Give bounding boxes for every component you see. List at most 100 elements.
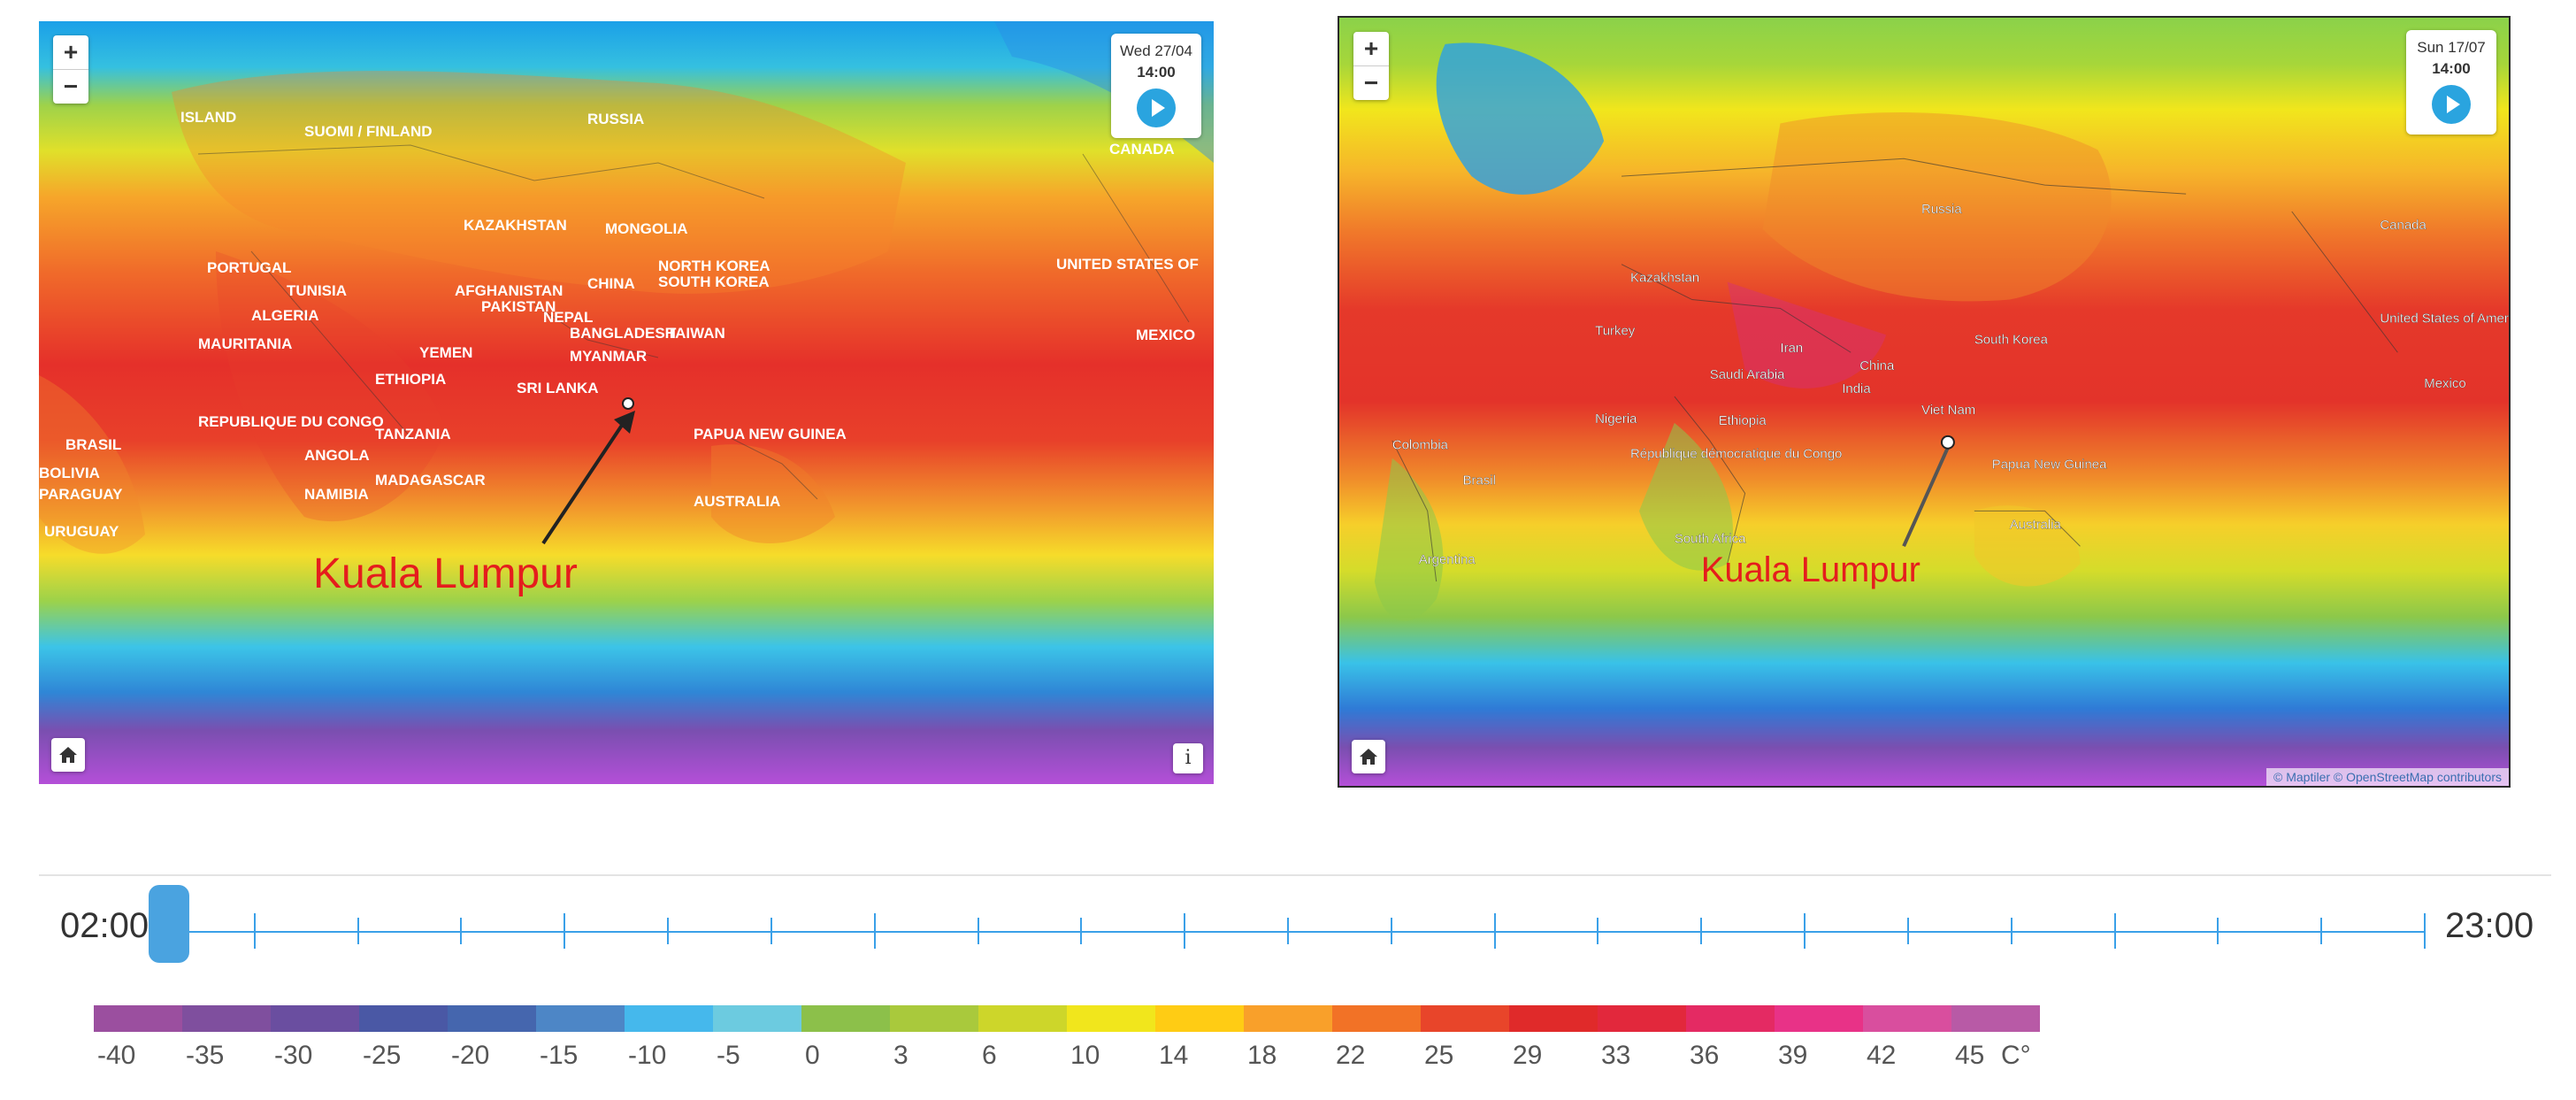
right-time-box: Sun 17/07 14:00 <box>2406 30 2496 135</box>
time-slider[interactable]: 02:00 23:00 <box>39 874 2551 965</box>
map-label: TUNISIA <box>287 282 347 299</box>
left-map[interactable]: ISLAND SUOMI / FINLAND RUSSIA CANADA UNI… <box>39 21 1214 784</box>
map-label: REPUBLIQUE DU CONGO <box>198 413 384 430</box>
legend-label: -35 <box>186 1041 225 1070</box>
map-label: Argentina <box>1419 552 1476 567</box>
zoom-in-button[interactable]: + <box>1363 35 1379 62</box>
map-label: KAZAKHSTAN <box>464 217 567 234</box>
map-label: India <box>1842 381 1871 396</box>
zoom-out-button[interactable]: − <box>53 69 88 104</box>
legend-swatch <box>801 1005 890 1032</box>
timeline-tick[interactable] <box>1597 918 1598 944</box>
play-icon[interactable] <box>1137 88 1176 127</box>
timeline-tick[interactable] <box>1287 918 1289 944</box>
timeline-tick[interactable] <box>667 918 669 944</box>
legend-swatch <box>94 1005 182 1032</box>
right-temperature-layer: Russia Canada United States of America K… <box>1339 18 2509 786</box>
map-label: ALGERIA <box>251 307 319 324</box>
map-label: AFGHANISTAN <box>455 282 563 299</box>
map-attribution[interactable]: © Maptiler © OpenStreetMap contributors <box>2266 768 2509 786</box>
timeline-tick[interactable] <box>2011 918 2012 944</box>
timeline-tick[interactable] <box>1080 918 1082 944</box>
map-label: Kazakhstan <box>1630 271 1699 286</box>
temperature-legend: -40 -35 -30 -25 -20 -15 -10 -5 0 3 6 10 14 18 22 25 29 33… <box>94 1005 2128 1094</box>
legend-labels: -40 -35 -30 -25 -20 -15 -10 -5 0 3 6 10 14 18 22 25 29 33… <box>94 1041 2128 1085</box>
home-button[interactable] <box>51 738 85 772</box>
map-label: Viet Nam <box>1921 403 1975 418</box>
legend-swatch <box>1775 1005 1863 1032</box>
home-button[interactable] <box>1352 740 1385 773</box>
legend-label: -30 <box>274 1041 313 1070</box>
map-label: AUSTRALIA <box>694 493 780 510</box>
timeline-tick[interactable] <box>2114 913 2116 949</box>
legend-label: -15 <box>540 1041 579 1070</box>
legend-label: -5 <box>717 1041 740 1070</box>
map-label: Papua New Guinea <box>1992 458 2107 473</box>
legend-swatch <box>536 1005 625 1032</box>
legend-label: 22 <box>1336 1041 1366 1070</box>
map-label: URUGUAY <box>44 523 119 540</box>
legend-swatch <box>1244 1005 1332 1032</box>
timeline-tick[interactable] <box>874 913 876 949</box>
timeline-tick[interactable] <box>564 913 565 949</box>
kuala-lumpur-marker[interactable] <box>622 397 634 410</box>
timeline-tick[interactable] <box>357 918 359 944</box>
map-label: Canada <box>2380 218 2426 233</box>
map-label: République démocratique du Congo <box>1630 447 1842 462</box>
map-label: ANGOLA <box>304 447 370 464</box>
right-zoom-control: + − <box>1353 32 1389 100</box>
map-label: South Africa <box>1675 531 1746 546</box>
left-temperature-layer: ISLAND SUOMI / FINLAND RUSSIA CANADA UNI… <box>39 21 1214 784</box>
map-label: MADAGASCAR <box>375 472 486 488</box>
zoom-out-button[interactable]: − <box>1353 65 1389 100</box>
timeline-tick[interactable] <box>978 918 979 944</box>
legend-swatch <box>1951 1005 2040 1032</box>
timeline-tick[interactable] <box>1804 913 1806 949</box>
home-icon <box>1360 749 1377 765</box>
legend-swatch <box>1155 1005 1244 1032</box>
timeline-tick[interactable] <box>1907 918 1909 944</box>
legend-swatch <box>1598 1005 1686 1032</box>
left-zoom-control: + − <box>53 35 88 104</box>
timeline-tick[interactable] <box>1494 913 1496 949</box>
right-map[interactable]: Russia Canada United States of America K… <box>1338 16 2511 788</box>
timeline-tick[interactable] <box>2320 918 2322 944</box>
legend-swatch <box>1863 1005 1951 1032</box>
timeline-tick[interactable] <box>770 918 772 944</box>
legend-label: 39 <box>1778 1041 1808 1070</box>
timeline-tick[interactable] <box>2424 913 2426 949</box>
map-label: BANGLADESH <box>570 325 676 342</box>
map-label: ETHIOPIA <box>375 371 446 388</box>
legend-label: 18 <box>1247 1041 1277 1070</box>
kuala-lumpur-marker[interactable] <box>1940 435 1955 450</box>
map-label: Nigeria <box>1595 412 1637 427</box>
legend-swatch <box>1067 1005 1155 1032</box>
timeline-tick[interactable] <box>460 918 462 944</box>
zoom-in-button[interactable]: + <box>63 38 79 65</box>
legend-label: 36 <box>1690 1041 1720 1070</box>
timeline-end-label: 23:00 <box>2445 906 2534 945</box>
map-label: TANZANIA <box>375 426 451 442</box>
timeline-handle[interactable] <box>149 885 189 963</box>
legend-swatch <box>625 1005 713 1032</box>
map-label: Colombia <box>1392 438 1449 453</box>
kuala-lumpur-annotation: Kuala Lumpur <box>1701 550 1920 589</box>
info-button[interactable]: i <box>1173 743 1203 773</box>
map-label: SUOMI / FINLAND <box>304 123 433 140</box>
map-label: ISLAND <box>180 109 236 126</box>
timeline-tick[interactable] <box>1700 918 1702 944</box>
map-label: PAKISTAN <box>481 298 556 315</box>
map-label: China <box>1859 358 1895 373</box>
legend-swatch <box>182 1005 271 1032</box>
map-label: PARAGUAY <box>39 486 123 503</box>
legend-label: -40 <box>97 1041 136 1070</box>
timeline-tick[interactable] <box>2217 918 2219 944</box>
left-date: Wed 27/04 <box>1120 42 1192 59</box>
timeline-tick[interactable] <box>1391 918 1392 944</box>
right-time: 14:00 <box>2432 60 2471 77</box>
timeline-tick[interactable] <box>254 913 256 949</box>
timeline-tick[interactable] <box>1184 913 1185 949</box>
legend-label: 29 <box>1513 1041 1543 1070</box>
play-icon[interactable] <box>2432 85 2471 124</box>
legend-unit: C° <box>2001 1041 2031 1070</box>
